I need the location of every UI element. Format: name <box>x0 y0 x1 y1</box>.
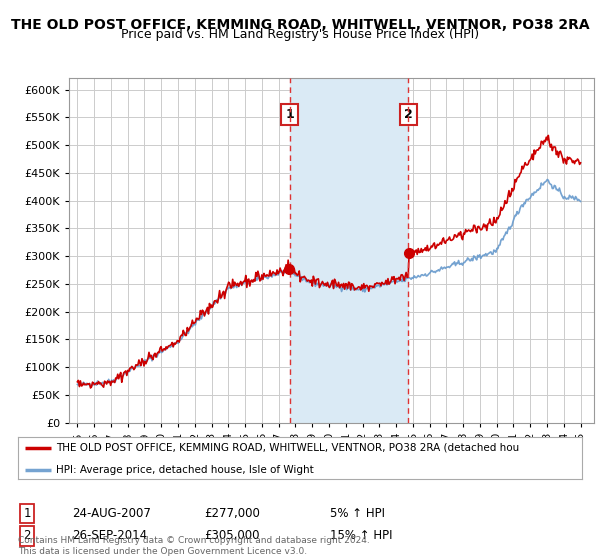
Text: 1: 1 <box>23 507 31 520</box>
Text: HPI: Average price, detached house, Isle of Wight: HPI: Average price, detached house, Isle… <box>56 465 314 474</box>
Text: £277,000: £277,000 <box>204 507 260 520</box>
Text: THE OLD POST OFFICE, KEMMING ROAD, WHITWELL, VENTNOR, PO38 2RA: THE OLD POST OFFICE, KEMMING ROAD, WHITW… <box>11 18 589 32</box>
Text: 2: 2 <box>23 529 31 543</box>
Bar <box>290 78 409 423</box>
Text: Contains HM Land Registry data © Crown copyright and database right 2024.
This d: Contains HM Land Registry data © Crown c… <box>18 536 370 556</box>
Text: £305,000: £305,000 <box>204 529 260 543</box>
Text: Price paid vs. HM Land Registry's House Price Index (HPI): Price paid vs. HM Land Registry's House … <box>121 28 479 41</box>
Text: 15% ↑ HPI: 15% ↑ HPI <box>330 529 392 543</box>
Text: 26-SEP-2014: 26-SEP-2014 <box>72 529 147 543</box>
Text: 5% ↑ HPI: 5% ↑ HPI <box>330 507 385 520</box>
Text: 2: 2 <box>404 108 413 121</box>
Text: THE OLD POST OFFICE, KEMMING ROAD, WHITWELL, VENTNOR, PO38 2RA (detached hou: THE OLD POST OFFICE, KEMMING ROAD, WHITW… <box>56 443 520 452</box>
Text: 24-AUG-2007: 24-AUG-2007 <box>72 507 151 520</box>
Text: 1: 1 <box>285 108 294 121</box>
